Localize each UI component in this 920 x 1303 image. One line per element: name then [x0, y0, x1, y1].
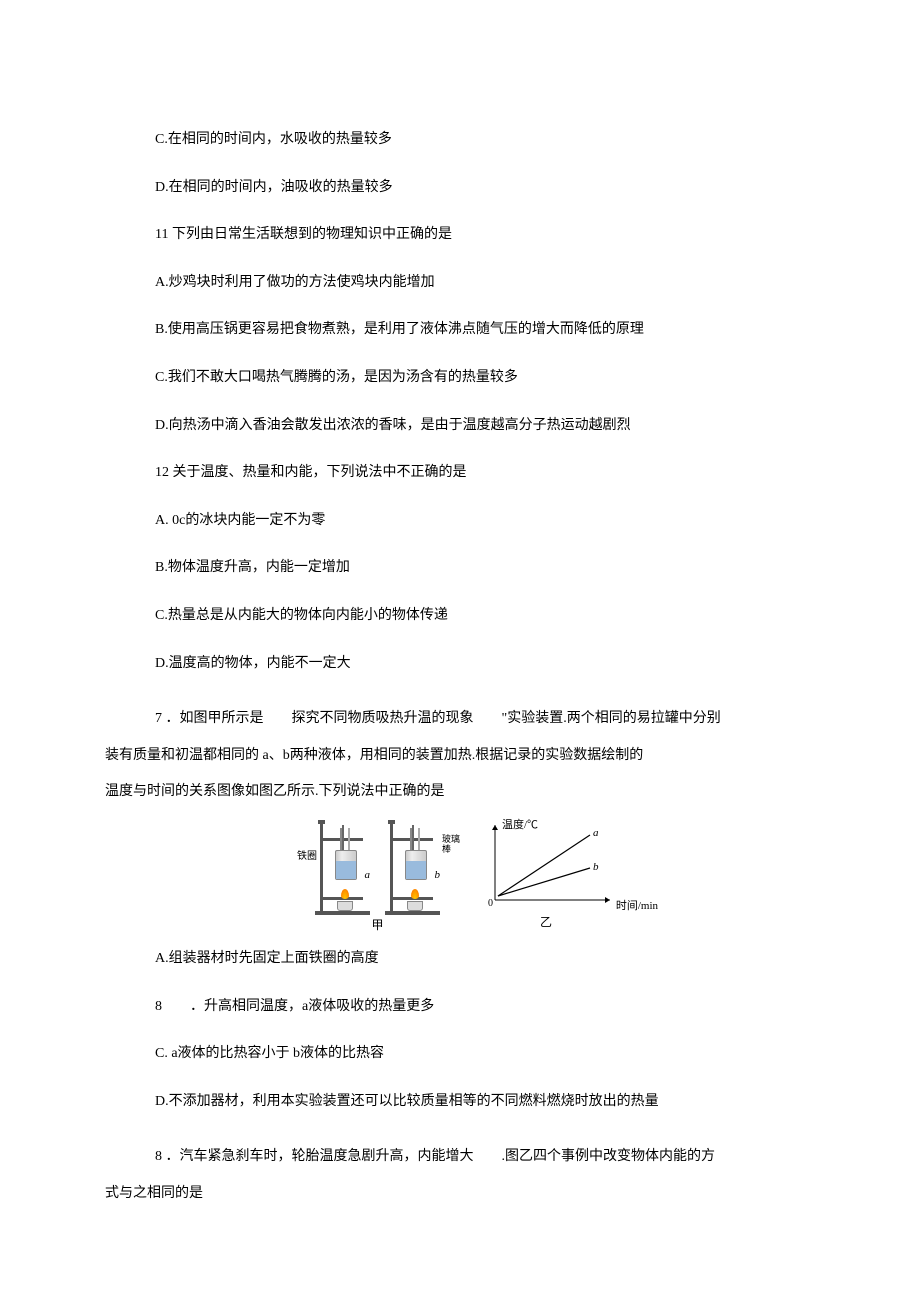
q11-option-b: B.使用高压锅更容易把食物煮熟，是利用了液体沸点随气压的增大而降低的原理 [155, 320, 810, 340]
caption-yi: 乙 [540, 914, 552, 931]
temperature-time-chart: a b 0 温度/℃ 时间/min 乙 [480, 820, 650, 930]
q8-text-line1: 8 ．汽车紧急刹车时，轮胎温度急剧升高，内能增大 .图乙四个事例中改变物体内能的… [155, 1149, 715, 1164]
q7-text-line3: 温度与时间的关系图像如图乙所示.下列说法中正确的是 [105, 774, 810, 810]
apparatus-left-group: 铁圈 a [315, 820, 440, 934]
apparatus-a: 铁圈 a [315, 820, 370, 915]
q7-option-c: C. a液体的比热容小于 b液体的比热容 [155, 1044, 810, 1064]
q7-text-line2: 装有质量和初温都相同的 a、b两种液体，用相同的装置加热.根据记录的实验数据绘制… [105, 738, 810, 774]
caption-jia: 甲 [371, 917, 383, 934]
x-axis-arrow [605, 897, 610, 903]
liquid-a-label: a [365, 868, 371, 883]
origin-label: 0 [488, 898, 493, 909]
q7-option-d: D.不添加器材，利用本实验装置还可以比较质量相等的不同燃料燃烧时放出的热量 [155, 1092, 810, 1112]
q11-option-a: A.炒鸡块时利用了做功的方法使鸡块内能增加 [155, 273, 810, 293]
q12-option-c: C.热量总是从内能大的物体向内能小的物体传递 [155, 606, 810, 626]
y-axis-label: 温度/℃ [502, 818, 538, 833]
y-axis-arrow [492, 825, 498, 830]
question-12: 12 关于温度、热量和内能，下列说法中不正确的是 [155, 463, 810, 483]
q7-option-b: 8 ．升高相同温度，a液体吸收的热量更多 [155, 997, 810, 1017]
option-c: C.在相同的时间内，水吸收的热量较多 [155, 130, 810, 150]
line-a-label: a [593, 827, 599, 839]
option-d: D.在相同的时间内，油吸收的热量较多 [155, 178, 810, 198]
q12-option-b: B.物体温度升高，内能一定增加 [155, 558, 810, 578]
q12-option-d: D.温度高的物体，内能不一定大 [155, 654, 810, 674]
q7-text-line1: 7 ．如图甲所示是 探究不同物质吸热升温的现象 "实验装置.两个相同的易拉罐中分… [155, 711, 721, 726]
q11-option-c: C.我们不敢大口喝热气腾腾的汤，是因为汤含有的热量较多 [155, 368, 810, 388]
chart-wrapper: a b 0 温度/℃ 时间/min 乙 [480, 820, 650, 930]
line-b-label: b [593, 861, 599, 873]
q8-text-line2: 式与之相同的是 [105, 1176, 810, 1212]
figure-container: 铁圈 a [155, 820, 810, 934]
apparatus-b: 玻璃棒 b [385, 820, 440, 915]
q11-option-d: D.向热汤中滴入香油会散发出浓浓的香味，是由于温度越高分子热运动越剧烈 [155, 416, 810, 436]
question-7: 7 ．如图甲所示是 探究不同物质吸热升温的现象 "实验装置.两个相同的易拉罐中分… [155, 701, 810, 737]
q7-option-a: A.组装器材时先固定上面铁圈的高度 [155, 949, 810, 969]
liquid-b-label: b [435, 868, 441, 883]
question-8: 8 ．汽车紧急刹车时，轮胎温度急剧升高，内能增大 .图乙四个事例中改变物体内能的… [155, 1139, 810, 1175]
line-a [498, 835, 590, 896]
line-b [498, 868, 590, 896]
question-11: 11 下列由日常生活联想到的物理知识中正确的是 [155, 225, 810, 245]
x-axis-label: 时间/min [616, 899, 658, 914]
iron-ring-label: 铁圈 [297, 850, 317, 864]
glass-rod-label: 玻璃棒 [442, 835, 460, 855]
q12-option-a: A. 0c的冰块内能一定不为零 [155, 511, 810, 531]
